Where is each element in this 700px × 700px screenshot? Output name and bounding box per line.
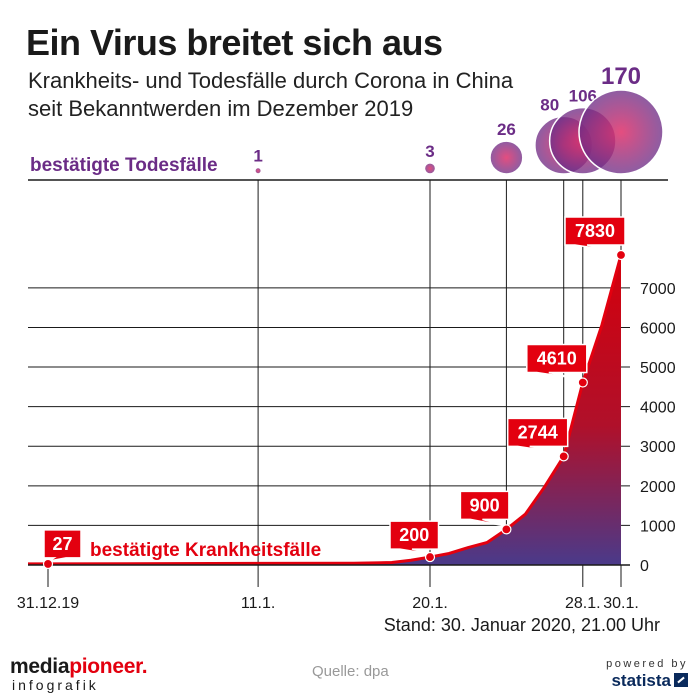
logo-wordmark: mediapioneer. [10,655,148,678]
case-label-text: 7830 [575,221,615,241]
y-tick-label: 7000 [640,281,676,298]
case-label-text: 2744 [518,422,558,442]
death-bubble [423,162,437,175]
data-timestamp: Stand: 30. Januar 2020, 21.00 Uhr [383,615,660,635]
logo-subtitle: infografik [12,677,99,693]
y-tick-label: 0 [640,558,649,575]
cases-series-label: bestätigte Krankheitsfälle [90,540,321,561]
x-tick-label: 30.1. [603,595,639,612]
death-value-label: 80 [540,95,559,114]
case-label-box [526,343,588,381]
case-label-box [459,490,510,528]
statista-icon [674,673,688,687]
y-tick-label: 2000 [640,479,676,496]
case-label-box [506,417,569,455]
y-tick-label: 4000 [640,400,676,417]
death-value-label: 26 [497,120,516,139]
x-tick-label: 28.1. [565,595,601,612]
case-label-box [564,216,626,253]
case-label-text: 200 [399,525,429,545]
case-data-label: 27 [42,529,82,570]
powered-by-text: powered by [606,658,688,670]
death-bubble [578,89,664,175]
death-bubble [254,166,263,175]
source-note: Quelle: dpa [312,663,389,680]
case-point [558,451,569,462]
x-tick-label: 20.1. [412,595,448,612]
death-value-label: 106 [569,87,597,106]
y-tick-label: 6000 [640,320,676,337]
case-label-text: 4610 [537,348,577,368]
death-value-label: 3 [425,142,434,161]
y-tick-label: 1000 [640,518,676,535]
death-value-label: 170 [601,63,641,90]
case-label-box [389,520,440,555]
statista-logo: powered by statista [606,657,688,691]
case-point [577,377,588,388]
statista-wordmark: statista [611,671,671,690]
case-data-label: 2744 [506,417,569,462]
y-tick-label: 3000 [640,439,676,456]
case-data-label: 4610 [526,343,588,388]
chart-title: Ein Virus breitet sich aus [26,22,443,63]
mediapioneer-logo: mediapioneer. infografik [10,655,148,693]
cases-line [28,254,623,566]
y-tick-label: 5000 [640,360,676,377]
chart-subtitle-line-2: seit Bekanntwerden im Dezember 2019 [28,96,414,121]
case-data-label: 200 [389,520,440,563]
x-tick-label: 31.12.19 [17,595,79,612]
case-data-label: 900 [459,490,512,535]
death-bubble [489,140,524,175]
x-tick-label: 11.1. [241,595,275,612]
case-point [424,551,436,563]
death-value-label: 1 [253,147,262,166]
case-label-text: 27 [52,534,72,554]
case-point [42,558,54,570]
case-data-label: 7830 [564,216,627,261]
case-label-box [43,529,82,562]
cases-area [28,255,621,565]
case-label-text: 900 [470,495,500,515]
deaths-series-label: bestätigte Todesfälle [30,155,218,176]
chart-subtitle-line-1: Krankheits- und Todesfälle durch Corona … [28,68,514,93]
case-point [501,524,512,535]
case-point [615,249,627,261]
